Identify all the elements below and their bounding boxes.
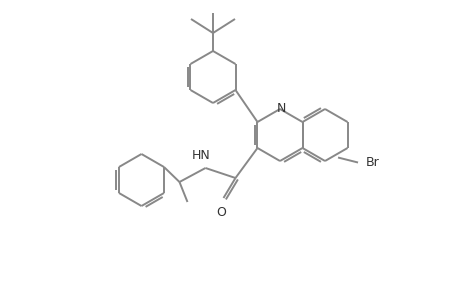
Text: O: O [216, 206, 226, 219]
Text: N: N [276, 101, 285, 115]
Text: Br: Br [365, 156, 379, 169]
Text: HN: HN [192, 149, 210, 162]
